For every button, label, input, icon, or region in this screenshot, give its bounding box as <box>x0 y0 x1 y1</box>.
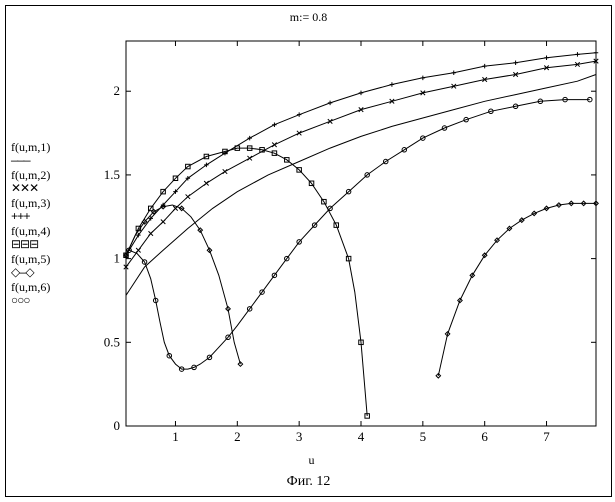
svg-text:2: 2 <box>234 429 241 444</box>
legend-symbol: ✕✕✕ <box>11 183 50 197</box>
svg-text:1: 1 <box>172 429 179 444</box>
title: m:= 0.8 <box>290 10 327 25</box>
legend-label: f(u,m,2) <box>11 169 50 183</box>
svg-text:5: 5 <box>420 429 427 444</box>
svg-text:1.5: 1.5 <box>104 167 120 182</box>
svg-text:1: 1 <box>114 251 121 266</box>
legend-symbol: ○○○ <box>11 295 50 309</box>
svg-text:4: 4 <box>358 429 365 444</box>
legend-label: f(u,m,5) <box>11 253 50 267</box>
svg-text:3: 3 <box>296 429 303 444</box>
legend-symbol: ⊟⊟⊟ <box>11 239 50 253</box>
svg-text:7: 7 <box>543 429 550 444</box>
svg-text:0: 0 <box>114 418 121 433</box>
x-axis-label: u <box>309 453 315 468</box>
legend-symbol: +++ <box>11 211 50 225</box>
svg-text:0.5: 0.5 <box>104 334 120 349</box>
legend-symbol: ——— <box>11 155 50 169</box>
svg-text:2: 2 <box>114 83 121 98</box>
figure-caption: Фиг. 12 <box>287 474 331 490</box>
svg-text:6: 6 <box>481 429 488 444</box>
legend-label: f(u,m,1) <box>11 141 50 155</box>
legend-label: f(u,m,6) <box>11 281 50 295</box>
chart: 1 2 3 4 5 6 7 0 0.5 1 1.5 2 <box>96 36 601 456</box>
legend-label: f(u,m,3) <box>11 197 50 211</box>
legend-label: f(u,m,4) <box>11 225 50 239</box>
legend: f(u,m,1) ——— f(u,m,2) ✕✕✕ f(u,m,3) +++ f… <box>11 141 50 309</box>
legend-symbol: ◇—◇ <box>11 267 50 281</box>
